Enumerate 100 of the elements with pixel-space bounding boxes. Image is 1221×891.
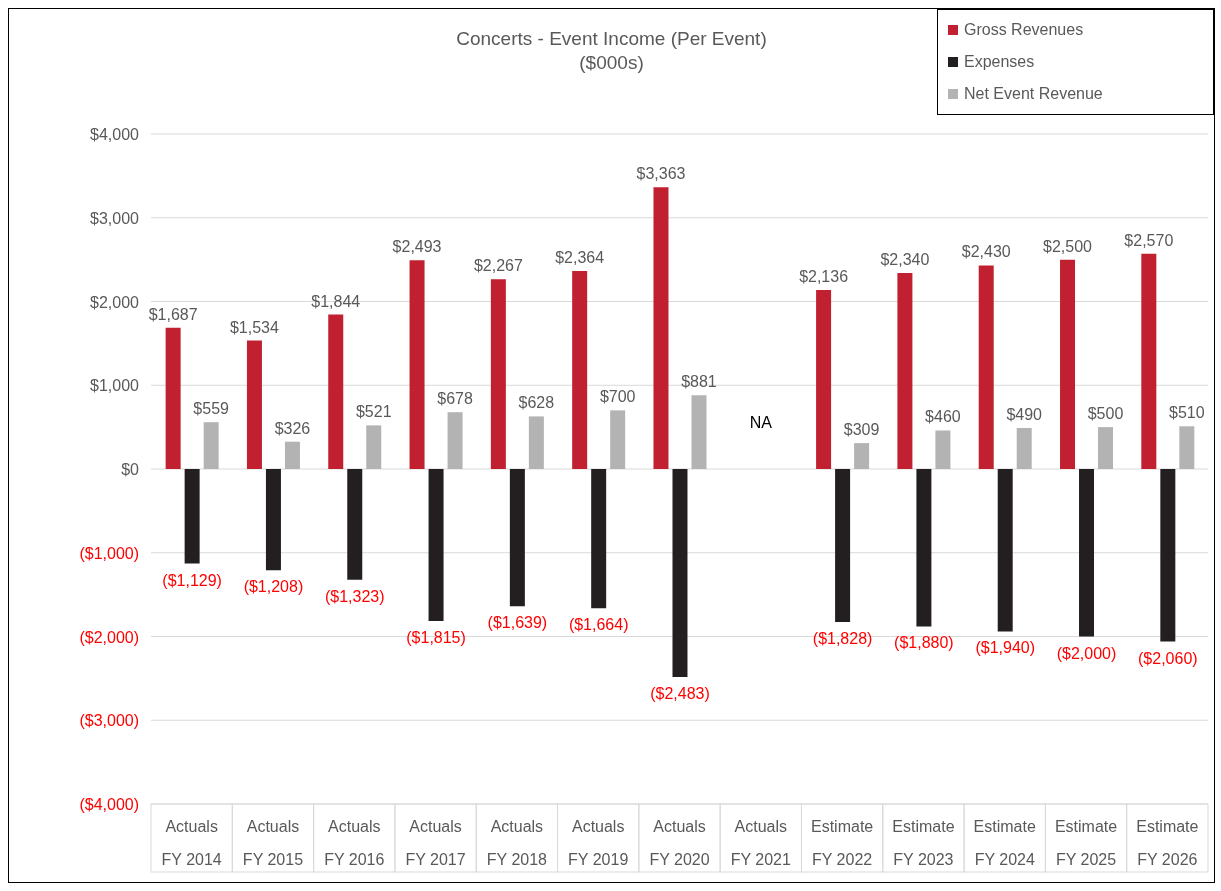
bar bbox=[916, 469, 932, 627]
data-label: ($1,639) bbox=[487, 614, 548, 632]
x-tick-label: Actuals FY 2019 bbox=[568, 818, 629, 868]
bar bbox=[978, 265, 994, 469]
data-label: $2,570 bbox=[1124, 231, 1174, 249]
data-label: $1,844 bbox=[311, 292, 361, 310]
y-tick-label: $3,000 bbox=[90, 209, 140, 227]
data-label: $500 bbox=[1087, 405, 1124, 423]
y-tick-label: $1,000 bbox=[90, 377, 140, 395]
data-label: ($1,664) bbox=[568, 616, 629, 634]
data-label: $628 bbox=[518, 394, 555, 412]
data-label: $2,500 bbox=[1043, 237, 1093, 255]
bar bbox=[1098, 427, 1114, 469]
bar bbox=[672, 469, 688, 677]
bar bbox=[409, 260, 425, 469]
bar bbox=[835, 469, 851, 623]
legend-label: Net Event Revenue bbox=[964, 85, 1103, 103]
data-label: ($1,129) bbox=[162, 571, 222, 589]
x-tick-label: Actuals FY 2015 bbox=[242, 818, 304, 868]
x-tick-label: Actuals FY 2018 bbox=[486, 818, 548, 868]
data-label: $2,340 bbox=[880, 251, 930, 269]
bar bbox=[1079, 469, 1095, 637]
chart-subtitle: ($000s) bbox=[579, 52, 644, 73]
data-label: ($1,323) bbox=[324, 587, 385, 605]
data-label: ($1,815) bbox=[406, 629, 466, 647]
bar bbox=[691, 395, 707, 469]
x-tick-label: Actuals FY 2020 bbox=[649, 818, 710, 868]
data-label: $2,364 bbox=[555, 249, 605, 267]
chart-title: Concerts - Event Income (Per Event) bbox=[456, 28, 767, 49]
data-label: $1,534 bbox=[229, 318, 280, 336]
data-label: $1,687 bbox=[148, 305, 198, 323]
bar bbox=[1160, 469, 1176, 642]
y-tick-label: $0 bbox=[121, 461, 140, 478]
y-tick-label: $2,000 bbox=[90, 293, 140, 311]
x-tick-label: Estimate FY 2024 bbox=[973, 818, 1036, 868]
y-tick-label: ($2,000) bbox=[79, 628, 139, 646]
annotation: NA bbox=[748, 414, 773, 432]
bar bbox=[653, 187, 669, 469]
data-label: $460 bbox=[925, 408, 961, 426]
bar bbox=[528, 416, 544, 469]
bar bbox=[816, 290, 832, 469]
data-label: $490 bbox=[1006, 405, 1043, 423]
x-tick-label: Actuals FY 2014 bbox=[161, 818, 222, 868]
x-tick-label: Estimate FY 2022 bbox=[810, 818, 874, 868]
bar bbox=[366, 425, 382, 469]
bar bbox=[935, 430, 951, 469]
bar bbox=[1179, 426, 1195, 469]
bar bbox=[265, 469, 281, 571]
y-tick-label: ($1,000) bbox=[79, 544, 139, 562]
bar bbox=[854, 443, 870, 469]
y-tick-label: ($3,000) bbox=[79, 712, 139, 730]
data-label: $2,493 bbox=[392, 238, 442, 256]
bar bbox=[203, 422, 219, 469]
bar bbox=[328, 314, 344, 469]
data-label: $559 bbox=[193, 400, 230, 418]
data-label: ($2,483) bbox=[650, 684, 710, 702]
data-label: ($1,828) bbox=[812, 630, 873, 648]
legend-label: Expenses bbox=[964, 53, 1035, 71]
bar bbox=[509, 469, 525, 607]
bar bbox=[1016, 427, 1032, 469]
x-tick-label: Actuals FY 2016 bbox=[324, 818, 385, 868]
data-label: $2,136 bbox=[799, 268, 849, 286]
bar bbox=[610, 410, 626, 469]
y-tick-label: ($4,000) bbox=[79, 796, 139, 813]
data-label: $510 bbox=[1169, 404, 1205, 422]
x-tick-label: Estimate FY 2026 bbox=[1136, 818, 1199, 868]
y-tick-label: $4,000 bbox=[90, 126, 140, 143]
data-label: ($1,880) bbox=[894, 634, 954, 652]
bar bbox=[572, 271, 588, 469]
data-label: ($2,060) bbox=[1138, 649, 1198, 667]
data-label: ($2,000) bbox=[1056, 644, 1117, 662]
data-label: $700 bbox=[599, 388, 636, 406]
data-label: $2,430 bbox=[961, 243, 1011, 261]
legend-label: Gross Revenues bbox=[964, 21, 1084, 39]
bar bbox=[347, 469, 363, 580]
bar bbox=[428, 469, 444, 622]
data-label: $309 bbox=[843, 421, 880, 439]
bar bbox=[184, 469, 200, 564]
x-tick-label: Estimate FY 2023 bbox=[892, 818, 955, 868]
x-tick-label: Estimate FY 2025 bbox=[1054, 818, 1118, 868]
bar bbox=[1060, 259, 1076, 469]
data-label: $881 bbox=[681, 373, 717, 391]
bar bbox=[284, 441, 300, 469]
bar bbox=[1141, 253, 1157, 469]
data-label: ($1,940) bbox=[975, 639, 1036, 657]
data-label: $678 bbox=[437, 390, 473, 408]
data-label: $326 bbox=[274, 419, 311, 437]
data-label: $521 bbox=[355, 403, 392, 421]
data-label: ($1,208) bbox=[243, 578, 304, 596]
bar bbox=[591, 469, 607, 609]
x-tick-label: Actuals FY 2021 bbox=[730, 818, 791, 868]
data-label: $2,267 bbox=[473, 257, 523, 275]
data-label: $3,363 bbox=[636, 165, 686, 183]
bar bbox=[997, 469, 1013, 632]
bar bbox=[897, 273, 913, 469]
x-tick-label: Actuals FY 2017 bbox=[405, 818, 466, 868]
bar bbox=[490, 279, 506, 469]
bar bbox=[165, 327, 181, 469]
bar bbox=[246, 340, 262, 469]
bar bbox=[447, 412, 463, 469]
